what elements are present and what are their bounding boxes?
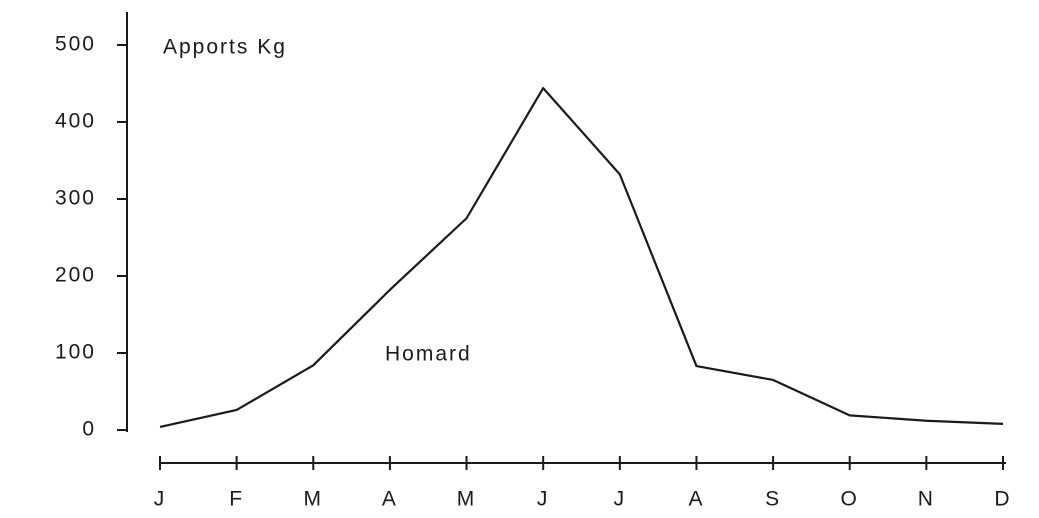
y-tick-label: 100 <box>55 341 96 364</box>
x-tick-label: F <box>229 488 244 511</box>
data-line <box>159 87 1004 428</box>
x-tick-label: N <box>918 488 935 511</box>
y-tick-label: 400 <box>55 110 96 133</box>
x-tick-label: A <box>382 488 398 511</box>
x-tick-label: A <box>688 488 704 511</box>
x-tick-label: J <box>537 488 550 511</box>
annotation: Homard <box>385 343 472 366</box>
y-tick-label: 500 <box>55 33 96 56</box>
x-tick-label: M <box>457 488 477 511</box>
y-tick-label: 300 <box>55 187 96 210</box>
y-tick-label: 200 <box>55 264 96 287</box>
annotation: Apports Kg <box>163 36 287 59</box>
x-tick-label: J <box>614 488 627 511</box>
x-tick-label: S <box>765 488 781 511</box>
y-tick-label: 0 <box>82 418 96 441</box>
x-tick-label: M <box>304 488 324 511</box>
x-tick-label: O <box>841 488 859 511</box>
x-tick-label: J <box>154 488 167 511</box>
x-tick-label: D <box>994 488 1011 511</box>
